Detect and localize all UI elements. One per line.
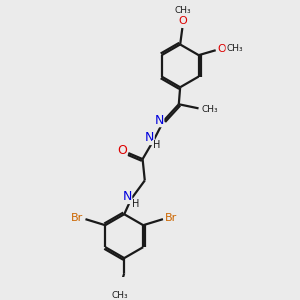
Text: CH₃: CH₃ — [112, 291, 128, 300]
Text: O: O — [218, 44, 226, 54]
Text: O: O — [117, 144, 127, 157]
Text: Br: Br — [71, 212, 83, 223]
Text: N: N — [122, 190, 132, 203]
Text: N: N — [154, 114, 164, 127]
Text: CH₃: CH₃ — [202, 105, 218, 114]
Text: H: H — [153, 140, 160, 150]
Text: O: O — [178, 16, 187, 26]
Text: N: N — [145, 131, 154, 145]
Text: Br: Br — [165, 212, 177, 223]
Text: CH₃: CH₃ — [226, 44, 243, 53]
Text: H: H — [132, 199, 140, 209]
Text: CH₃: CH₃ — [175, 6, 191, 15]
